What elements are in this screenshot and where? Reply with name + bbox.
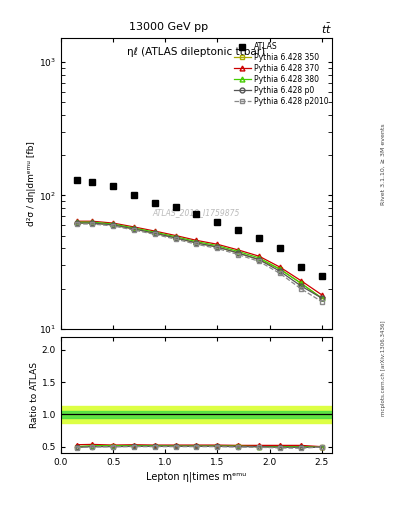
Pythia 6.428 p0 xyxy=(173,235,178,241)
Pythia 6.428 380 xyxy=(173,233,178,240)
Pythia 6.428 p0 xyxy=(152,230,157,237)
Pythia 6.428 380 xyxy=(132,225,136,231)
Pythia 6.428 370 xyxy=(319,292,324,298)
Pythia 6.428 p0 xyxy=(277,268,282,274)
Bar xyxy=(61,406,332,423)
Pythia 6.428 p0 xyxy=(215,244,220,250)
Legend: ATLAS, Pythia 6.428 350, Pythia 6.428 370, Pythia 6.428 380, Pythia 6.428 p0, Py: ATLAS, Pythia 6.428 350, Pythia 6.428 37… xyxy=(232,40,330,108)
Pythia 6.428 380 xyxy=(319,295,324,301)
Pythia 6.428 350 xyxy=(74,220,79,226)
Pythia 6.428 p2010 xyxy=(132,227,136,233)
Pythia 6.428 350 xyxy=(152,230,157,237)
Text: mcplots.cern.ch [arXiv:1306.3436]: mcplots.cern.ch [arXiv:1306.3436] xyxy=(381,321,386,416)
Pythia 6.428 370 xyxy=(90,218,95,224)
ATLAS xyxy=(277,245,282,251)
Pythia 6.428 p2010 xyxy=(194,241,199,247)
Text: ATLAS_2019_I1759875: ATLAS_2019_I1759875 xyxy=(153,208,240,217)
Pythia 6.428 350 xyxy=(194,240,199,246)
Text: $t\bar{t}$: $t\bar{t}$ xyxy=(321,22,332,36)
Pythia 6.428 370 xyxy=(132,224,136,230)
Line: Pythia 6.428 380: Pythia 6.428 380 xyxy=(74,220,324,301)
Pythia 6.428 p2010 xyxy=(298,286,303,292)
Pythia 6.428 380 xyxy=(298,280,303,286)
Pythia 6.428 p0 xyxy=(298,283,303,289)
Text: Rivet 3.1.10, ≥ 3M events: Rivet 3.1.10, ≥ 3M events xyxy=(381,123,386,205)
Pythia 6.428 p0 xyxy=(319,295,324,301)
Line: Pythia 6.428 p2010: Pythia 6.428 p2010 xyxy=(74,222,324,304)
Text: ηℓ (ATLAS dileptonic ttbar): ηℓ (ATLAS dileptonic ttbar) xyxy=(127,47,266,57)
Pythia 6.428 380 xyxy=(236,248,241,254)
Pythia 6.428 p2010 xyxy=(152,231,157,238)
Pythia 6.428 380 xyxy=(111,221,116,227)
Pythia 6.428 380 xyxy=(194,239,199,245)
ATLAS xyxy=(257,235,261,241)
Pythia 6.428 350 xyxy=(277,266,282,272)
Pythia 6.428 370 xyxy=(236,247,241,253)
ATLAS xyxy=(90,179,95,185)
Pythia 6.428 350 xyxy=(257,257,261,263)
Pythia 6.428 p2010 xyxy=(257,259,261,265)
Pythia 6.428 380 xyxy=(152,229,157,235)
Pythia 6.428 350 xyxy=(298,280,303,286)
Pythia 6.428 370 xyxy=(111,220,116,226)
Pythia 6.428 p0 xyxy=(74,220,79,226)
Line: Pythia 6.428 p0: Pythia 6.428 p0 xyxy=(74,221,324,301)
Pythia 6.428 p2010 xyxy=(236,251,241,258)
Pythia 6.428 380 xyxy=(257,255,261,261)
Pythia 6.428 370 xyxy=(257,253,261,259)
Pythia 6.428 370 xyxy=(152,228,157,234)
ATLAS xyxy=(132,193,136,199)
Bar xyxy=(61,411,332,418)
Pythia 6.428 p2010 xyxy=(319,298,324,305)
Pythia 6.428 p2010 xyxy=(90,221,95,227)
Pythia 6.428 350 xyxy=(132,226,136,232)
Pythia 6.428 380 xyxy=(90,219,95,225)
Y-axis label: Ratio to ATLAS: Ratio to ATLAS xyxy=(30,362,39,428)
ATLAS xyxy=(74,177,79,183)
Line: Pythia 6.428 370: Pythia 6.428 370 xyxy=(74,219,324,297)
Pythia 6.428 350 xyxy=(319,295,324,301)
Pythia 6.428 380 xyxy=(277,266,282,272)
Pythia 6.428 350 xyxy=(111,222,116,228)
ATLAS xyxy=(215,219,220,225)
Pythia 6.428 p2010 xyxy=(74,221,79,227)
Pythia 6.428 370 xyxy=(194,237,199,243)
Pythia 6.428 370 xyxy=(298,278,303,284)
Pythia 6.428 350 xyxy=(215,244,220,250)
Pythia 6.428 p0 xyxy=(236,250,241,256)
Y-axis label: d²σ / dη|dmᵉᵐᵘ [fb]: d²σ / dη|dmᵉᵐᵘ [fb] xyxy=(27,141,36,226)
Pythia 6.428 p0 xyxy=(90,220,95,226)
Pythia 6.428 350 xyxy=(90,220,95,226)
Pythia 6.428 p0 xyxy=(257,257,261,263)
Pythia 6.428 370 xyxy=(173,232,178,239)
Pythia 6.428 p2010 xyxy=(111,223,116,229)
Line: ATLAS: ATLAS xyxy=(73,177,325,279)
Pythia 6.428 370 xyxy=(215,241,220,247)
Text: 13000 GeV pp: 13000 GeV pp xyxy=(129,22,209,32)
ATLAS xyxy=(111,183,116,189)
ATLAS xyxy=(319,272,324,279)
ATLAS xyxy=(194,211,199,218)
ATLAS xyxy=(298,264,303,270)
ATLAS xyxy=(173,204,178,210)
Pythia 6.428 p2010 xyxy=(215,245,220,251)
Pythia 6.428 p2010 xyxy=(173,236,178,242)
X-axis label: Lepton η|times mᵉᵐᵘ: Lepton η|times mᵉᵐᵘ xyxy=(146,471,247,482)
Pythia 6.428 370 xyxy=(277,264,282,270)
Pythia 6.428 350 xyxy=(173,235,178,241)
ATLAS xyxy=(152,200,157,206)
Pythia 6.428 p0 xyxy=(194,240,199,246)
Pythia 6.428 p2010 xyxy=(277,270,282,276)
Pythia 6.428 370 xyxy=(74,218,79,224)
Line: Pythia 6.428 350: Pythia 6.428 350 xyxy=(74,221,324,301)
Pythia 6.428 p0 xyxy=(132,226,136,232)
Pythia 6.428 380 xyxy=(215,243,220,249)
Pythia 6.428 350 xyxy=(236,250,241,256)
Pythia 6.428 380 xyxy=(74,219,79,225)
ATLAS xyxy=(236,227,241,233)
Pythia 6.428 p0 xyxy=(111,222,116,228)
